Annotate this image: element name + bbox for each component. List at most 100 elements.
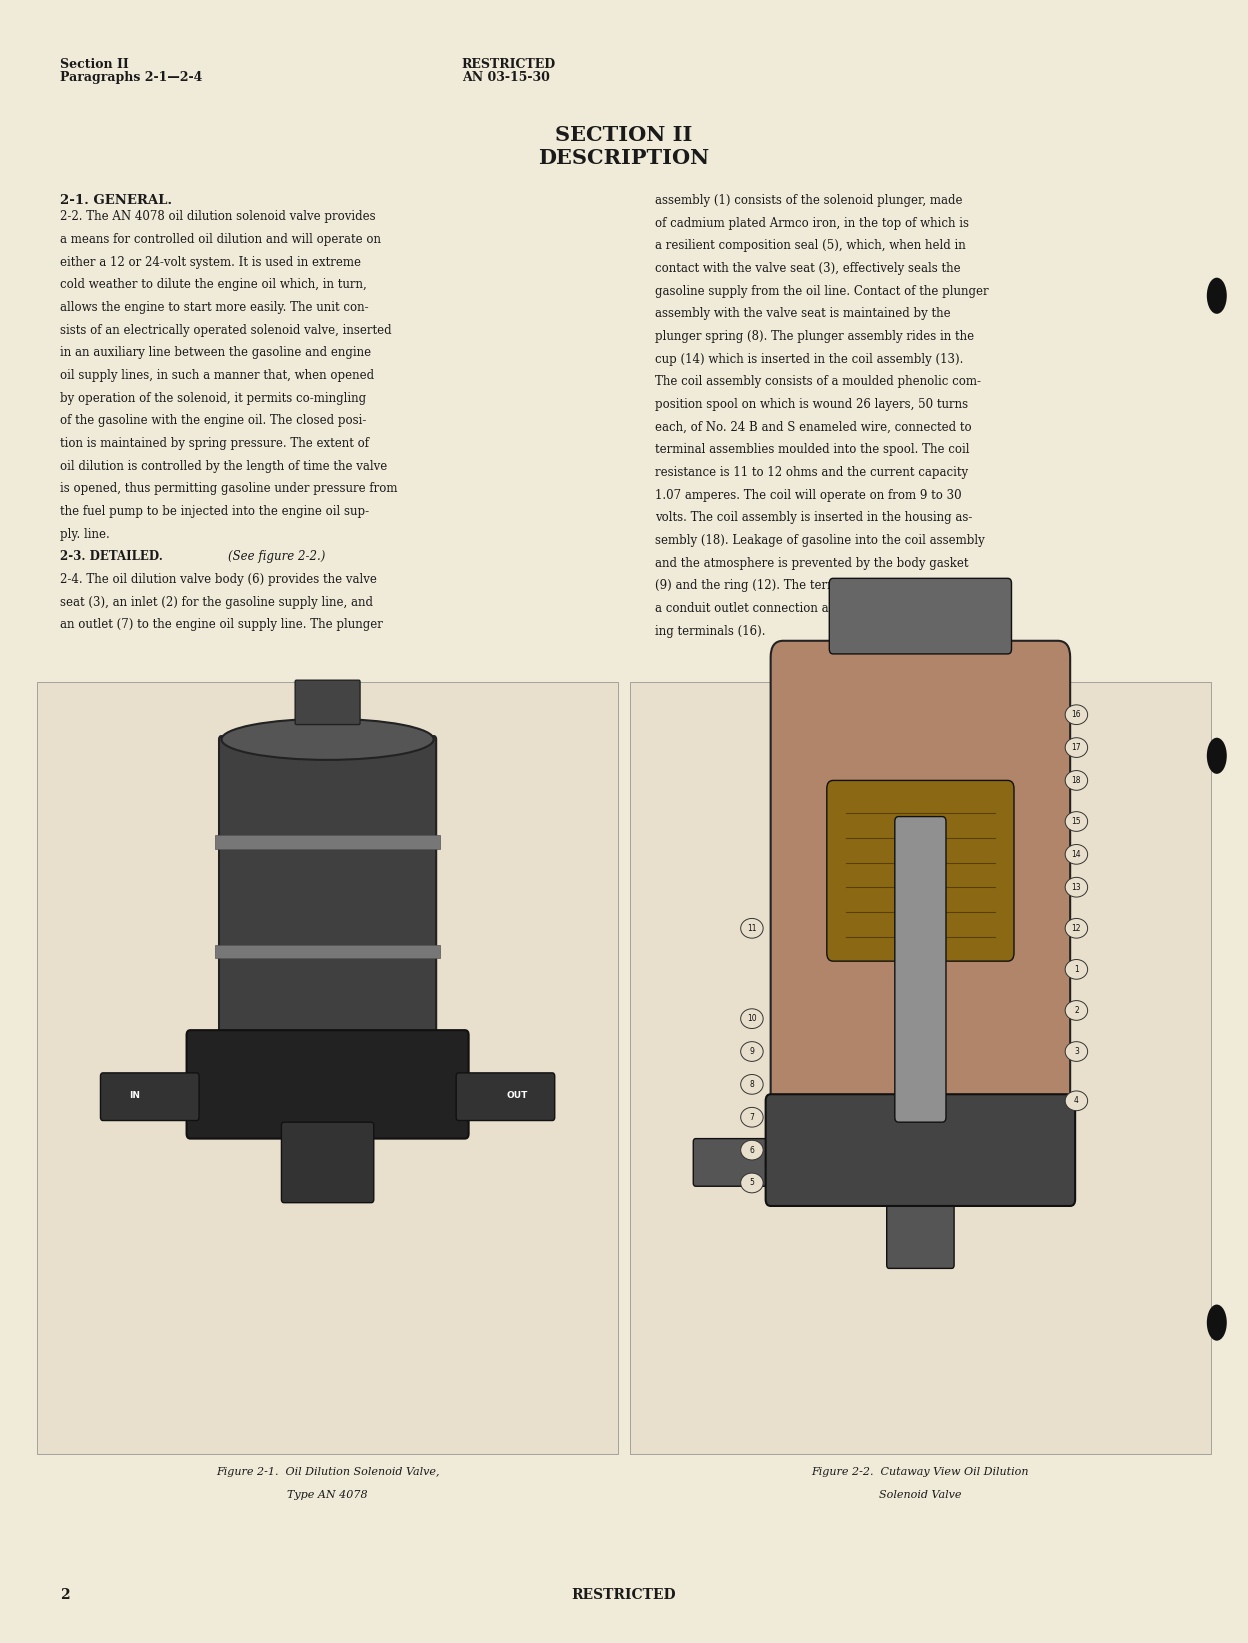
Text: Figure 2-2.  Cutaway View Oil Dilution: Figure 2-2. Cutaway View Oil Dilution — [811, 1467, 1030, 1477]
FancyBboxPatch shape — [895, 817, 946, 1122]
Ellipse shape — [1066, 877, 1088, 897]
Text: in an auxiliary line between the gasoline and engine: in an auxiliary line between the gasolin… — [60, 347, 371, 360]
Text: 17: 17 — [1072, 743, 1081, 752]
Text: RESTRICTED: RESTRICTED — [462, 58, 555, 71]
Text: 2-2. The AN 4078 oil dilution solenoid valve provides: 2-2. The AN 4078 oil dilution solenoid v… — [60, 210, 376, 223]
Ellipse shape — [1066, 1001, 1088, 1020]
Ellipse shape — [741, 918, 764, 938]
FancyBboxPatch shape — [101, 1073, 200, 1121]
Text: gasoline supply from the oil line. Contact of the plunger: gasoline supply from the oil line. Conta… — [655, 284, 988, 297]
Text: 4: 4 — [1075, 1096, 1078, 1106]
Ellipse shape — [1066, 738, 1088, 757]
FancyBboxPatch shape — [886, 1188, 955, 1268]
Ellipse shape — [1066, 845, 1088, 864]
Ellipse shape — [1066, 1091, 1088, 1111]
Ellipse shape — [222, 718, 434, 759]
Text: assembly (1) consists of the solenoid plunger, made: assembly (1) consists of the solenoid pl… — [655, 194, 962, 207]
Text: allows the engine to start more easily. The unit con-: allows the engine to start more easily. … — [60, 301, 368, 314]
Text: 1: 1 — [1075, 964, 1078, 974]
Ellipse shape — [1066, 812, 1088, 831]
Ellipse shape — [741, 1075, 764, 1094]
Bar — [215, 945, 441, 958]
Bar — [215, 835, 441, 848]
Text: by operation of the solenoid, it permits co-mingling: by operation of the solenoid, it permits… — [60, 391, 366, 404]
Text: position spool on which is wound 26 layers, 50 turns: position spool on which is wound 26 laye… — [655, 398, 968, 411]
Text: assembly with the valve seat is maintained by the: assembly with the valve seat is maintain… — [655, 307, 951, 320]
Text: cup (14) which is inserted in the coil assembly (13).: cup (14) which is inserted in the coil a… — [655, 353, 963, 366]
Text: an outlet (7) to the engine oil supply line. The plunger: an outlet (7) to the engine oil supply l… — [60, 618, 383, 631]
Ellipse shape — [741, 1173, 764, 1193]
FancyBboxPatch shape — [771, 641, 1071, 1117]
Text: resistance is 11 to 12 ohms and the current capacity: resistance is 11 to 12 ohms and the curr… — [655, 467, 968, 480]
Text: cold weather to dilute the engine oil which, in turn,: cold weather to dilute the engine oil wh… — [60, 278, 367, 291]
Text: 11: 11 — [748, 923, 756, 933]
Ellipse shape — [741, 1009, 764, 1029]
Text: Paragraphs 2-1—2-4: Paragraphs 2-1—2-4 — [60, 71, 202, 84]
Text: RESTRICTED: RESTRICTED — [572, 1587, 676, 1602]
FancyBboxPatch shape — [296, 680, 361, 725]
FancyBboxPatch shape — [220, 736, 437, 1055]
Text: a resilient composition seal (5), which, when held in: a resilient composition seal (5), which,… — [655, 240, 966, 253]
FancyBboxPatch shape — [829, 578, 1011, 654]
Text: 10: 10 — [748, 1014, 756, 1024]
Text: either a 12 or 24-volt system. It is used in extreme: either a 12 or 24-volt system. It is use… — [60, 256, 361, 269]
Text: of cadmium plated Armco iron, in the top of which is: of cadmium plated Armco iron, in the top… — [655, 217, 970, 230]
Text: and the atmosphere is prevented by the body gasket: and the atmosphere is prevented by the b… — [655, 557, 968, 570]
Text: 2: 2 — [1075, 1006, 1078, 1015]
Ellipse shape — [741, 1107, 764, 1127]
Text: 9: 9 — [750, 1047, 754, 1056]
Ellipse shape — [741, 1042, 764, 1061]
FancyBboxPatch shape — [457, 1073, 555, 1121]
Text: (9) and the ring (12). The terminal cover (17) provides: (9) and the ring (12). The terminal cove… — [655, 580, 980, 593]
Text: 1.07 amperes. The coil will operate on from 9 to 30: 1.07 amperes. The coil will operate on f… — [655, 488, 962, 501]
Text: IN: IN — [129, 1091, 140, 1101]
Text: Figure 2-1.  Oil Dilution Solenoid Valve,: Figure 2-1. Oil Dilution Solenoid Valve, — [216, 1467, 439, 1477]
Text: tion is maintained by spring pressure. The extent of: tion is maintained by spring pressure. T… — [60, 437, 369, 450]
Ellipse shape — [1066, 918, 1088, 938]
Text: DESCRIPTION: DESCRIPTION — [538, 148, 710, 168]
Ellipse shape — [1207, 278, 1227, 314]
Text: (See figure 2-2.): (See figure 2-2.) — [228, 550, 326, 564]
Text: 2-4. The oil dilution valve body (6) provides the valve: 2-4. The oil dilution valve body (6) pro… — [60, 573, 377, 587]
Text: each, of No. 24 B and S enameled wire, connected to: each, of No. 24 B and S enameled wire, c… — [655, 421, 972, 434]
Text: a means for controlled oil dilution and will operate on: a means for controlled oil dilution and … — [60, 233, 381, 246]
Text: contact with the valve seat (3), effectively seals the: contact with the valve seat (3), effecti… — [655, 261, 961, 274]
Text: Section II: Section II — [60, 58, 129, 71]
Text: SECTION II: SECTION II — [555, 125, 693, 145]
Text: oil dilution is controlled by the length of time the valve: oil dilution is controlled by the length… — [60, 460, 387, 473]
Text: The coil assembly consists of a moulded phenolic com-: The coil assembly consists of a moulded … — [655, 375, 981, 388]
Bar — [630, 682, 1211, 1454]
Text: ing terminals (16).: ing terminals (16). — [655, 624, 766, 637]
Text: 3: 3 — [1075, 1047, 1078, 1056]
Text: oil supply lines, in such a manner that, when opened: oil supply lines, in such a manner that,… — [60, 370, 374, 383]
Ellipse shape — [1066, 705, 1088, 725]
Text: seat (3), an inlet (2) for the gasoline supply line, and: seat (3), an inlet (2) for the gasoline … — [60, 596, 373, 610]
Text: volts. The coil assembly is inserted in the housing as-: volts. The coil assembly is inserted in … — [655, 511, 972, 524]
Text: ply. line.: ply. line. — [60, 527, 110, 541]
Text: is opened, thus permitting gasoline under pressure from: is opened, thus permitting gasoline unde… — [60, 483, 397, 496]
Text: 6: 6 — [750, 1145, 754, 1155]
Text: sists of an electrically operated solenoid valve, inserted: sists of an electrically operated soleno… — [60, 324, 392, 337]
Text: 12: 12 — [1072, 923, 1081, 933]
Text: 2-1. GENERAL.: 2-1. GENERAL. — [60, 194, 172, 207]
Ellipse shape — [1066, 771, 1088, 790]
Text: 16: 16 — [1072, 710, 1081, 720]
Text: of the gasoline with the engine oil. The closed posi-: of the gasoline with the engine oil. The… — [60, 414, 366, 427]
Ellipse shape — [1207, 1305, 1227, 1341]
Ellipse shape — [1207, 738, 1227, 774]
Ellipse shape — [1066, 960, 1088, 979]
Text: Type AN 4078: Type AN 4078 — [287, 1490, 368, 1500]
Text: Solenoid Valve: Solenoid Valve — [879, 1490, 962, 1500]
Text: 14: 14 — [1072, 849, 1081, 859]
Text: 13: 13 — [1072, 882, 1081, 892]
Ellipse shape — [741, 1140, 764, 1160]
Text: a conduit outlet connection and protection for the wir-: a conduit outlet connection and protecti… — [655, 601, 980, 614]
FancyBboxPatch shape — [282, 1122, 374, 1203]
FancyBboxPatch shape — [694, 1139, 779, 1186]
Text: 2-3. DETAILED.: 2-3. DETAILED. — [60, 550, 167, 564]
Text: plunger spring (8). The plunger assembly rides in the: plunger spring (8). The plunger assembly… — [655, 330, 975, 343]
Text: 8: 8 — [750, 1079, 754, 1089]
Text: 18: 18 — [1072, 775, 1081, 785]
Text: OUT: OUT — [507, 1091, 528, 1101]
Text: 7: 7 — [750, 1112, 754, 1122]
